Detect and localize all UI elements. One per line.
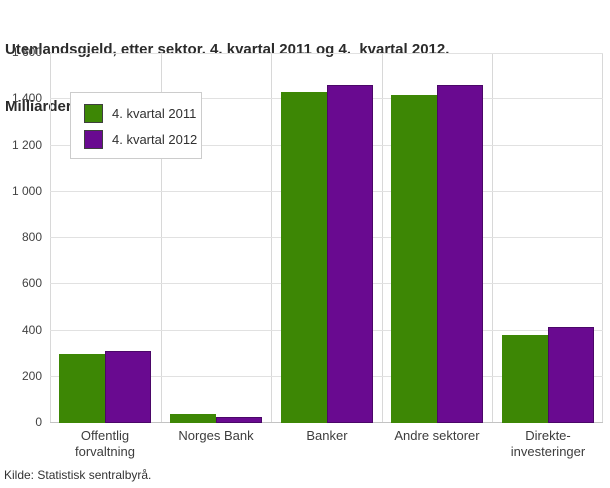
legend: 4. kvartal 2011 4. kvartal 2012: [70, 92, 202, 159]
y-tick-label-200: 200: [21, 369, 42, 383]
bar-4-kvartal-2012-offentlig-forvaltning[interactable]: [105, 351, 151, 423]
x-category-label-offentlig-forvaltning: Offentlig forvaltning: [75, 428, 135, 459]
bar-4-kvartal-2011-banker[interactable]: [281, 92, 327, 423]
legend-item-4-kvartal-2012[interactable]: 4. kvartal 2012: [84, 130, 198, 149]
bar-4-kvartal-2011-norges-bank[interactable]: [170, 414, 216, 423]
bar-4-kvartal-2012-norges-bank[interactable]: [216, 417, 262, 423]
x-category-label-andre-sektorer: Andre sektorer: [394, 428, 480, 443]
x-category-label-norges-bank: Norges Bank: [178, 428, 254, 443]
bar-4-kvartal-2012-andre-sektorer[interactable]: [437, 85, 483, 423]
h-gridline-1600: [50, 53, 603, 54]
v-gridline-1: [161, 53, 162, 423]
y-tick-label-1400: 1 400: [11, 91, 42, 105]
source-note: Kilde: Statistisk sentralbyrå.: [4, 468, 152, 482]
y-tick-label-1200: 1 200: [11, 138, 42, 152]
bar-4-kvartal-2012-banker[interactable]: [327, 85, 373, 423]
plot-area: 4. kvartal 2011 4. kvartal 2012: [50, 53, 603, 423]
legend-label: 4. kvartal 2011: [112, 106, 197, 121]
legend-swatch-icon: [84, 130, 103, 149]
bar-4-kvartal-2011-direkteinvesteringer[interactable]: [502, 335, 548, 423]
v-gridline-2: [271, 53, 272, 423]
x-category-label-banker: Banker: [306, 428, 348, 443]
y-tick-label-1000: 1 000: [11, 184, 42, 198]
y-tick-label-0: 0: [35, 415, 42, 429]
y-tick-label-1600: 1 600: [11, 45, 42, 59]
legend-item-4-kvartal-2011[interactable]: 4. kvartal 2011: [84, 104, 197, 123]
bar-4-kvartal-2011-offentlig-forvaltning[interactable]: [59, 354, 105, 423]
legend-swatch-icon: [84, 104, 103, 123]
bar-4-kvartal-2011-andre-sektorer[interactable]: [391, 95, 437, 423]
legend-label: 4. kvartal 2012: [112, 132, 198, 147]
v-gridline-5: [602, 53, 603, 423]
y-tick-label-800: 800: [21, 230, 42, 244]
x-category-label-direkteinvesteringer: Direkte-investeringer: [510, 428, 586, 459]
v-gridline-3: [382, 53, 383, 423]
y-tick-label-400: 400: [21, 323, 42, 337]
y-tick-label-600: 600: [21, 276, 42, 290]
v-gridline-4: [492, 53, 493, 423]
v-gridline-0: [50, 53, 51, 423]
bar-4-kvartal-2012-direkteinvesteringer[interactable]: [548, 327, 594, 423]
